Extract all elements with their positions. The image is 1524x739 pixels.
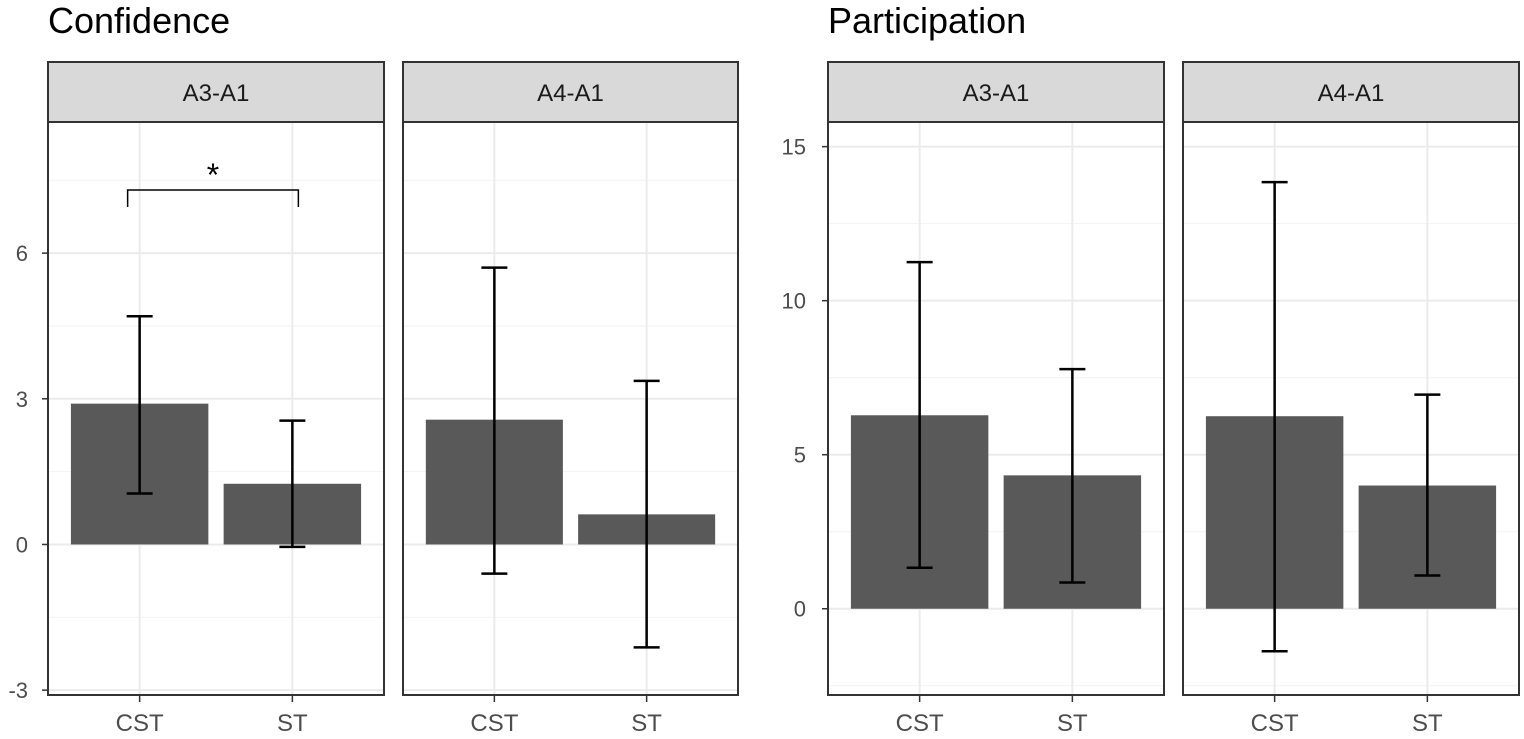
facet-panel-a4-a1: A4-A1 CST ST <box>1182 61 1520 737</box>
facet-strip <box>1182 61 1520 123</box>
chart-title: Confidence <box>48 0 230 41</box>
error-bar-st <box>1414 393 1441 577</box>
y-tick-label: 5 <box>794 443 806 468</box>
error-bar-cst <box>906 260 933 570</box>
facet-panel-a4-a1: A4-A1 CST ST <box>402 61 739 737</box>
chart-confidence-group: Confidence -3 0 3 6 * A3-A1 CST ST A4-A1 CST ST <box>8 0 739 737</box>
y-tick-label: 3 <box>16 387 28 412</box>
error-bar-cst <box>481 266 508 575</box>
y-tick-label: 15 <box>782 135 806 160</box>
x-tick-label-cst: CST <box>470 710 518 737</box>
facet-panel-a3-a1: A3-A1 CST ST <box>827 61 1165 737</box>
panel-background <box>403 122 738 695</box>
x-tick-label-st: ST <box>277 710 308 737</box>
x-tick-label-cst: CST <box>116 710 164 737</box>
significance-star: * <box>207 157 219 193</box>
chart-title: Participation <box>828 0 1026 41</box>
facet-strip-label: A4-A1 <box>1318 80 1385 107</box>
facet-strip <box>827 61 1165 123</box>
facet-strip <box>47 61 385 123</box>
y-tick-label: 0 <box>794 597 806 622</box>
error-bar-st <box>1059 367 1086 584</box>
error-bar-st <box>633 379 660 649</box>
y-tick-label: -3 <box>8 678 28 703</box>
significance-bracket-line <box>126 189 300 207</box>
x-tick-label-cst: CST <box>896 710 944 737</box>
y-tick-label: 6 <box>16 241 28 266</box>
x-tick-label-st: ST <box>1412 710 1443 737</box>
y-tick-label: 0 <box>16 532 28 557</box>
error-bar-cst <box>1261 180 1288 653</box>
x-tick-label-st: ST <box>631 710 662 737</box>
facet-strip <box>402 61 739 123</box>
error-bar-st <box>279 419 306 549</box>
facet-panel-a3-a1: * A3-A1 CST ST <box>47 61 385 737</box>
facet-strip-label: A3-A1 <box>183 80 250 107</box>
facet-strip-label: A3-A1 <box>963 80 1030 107</box>
significance-bracket: * <box>126 157 300 207</box>
error-bar-cst <box>126 314 153 495</box>
chart-participation-group: Participation 0 5 10 15 A3-A1 CST ST A4-A1 CST ST <box>782 0 1520 737</box>
y-tick-label: 10 <box>782 289 806 314</box>
facet-strip-label: A4-A1 <box>537 80 604 107</box>
x-tick-label-st: ST <box>1057 710 1088 737</box>
x-tick-label-cst: CST <box>1251 710 1299 737</box>
